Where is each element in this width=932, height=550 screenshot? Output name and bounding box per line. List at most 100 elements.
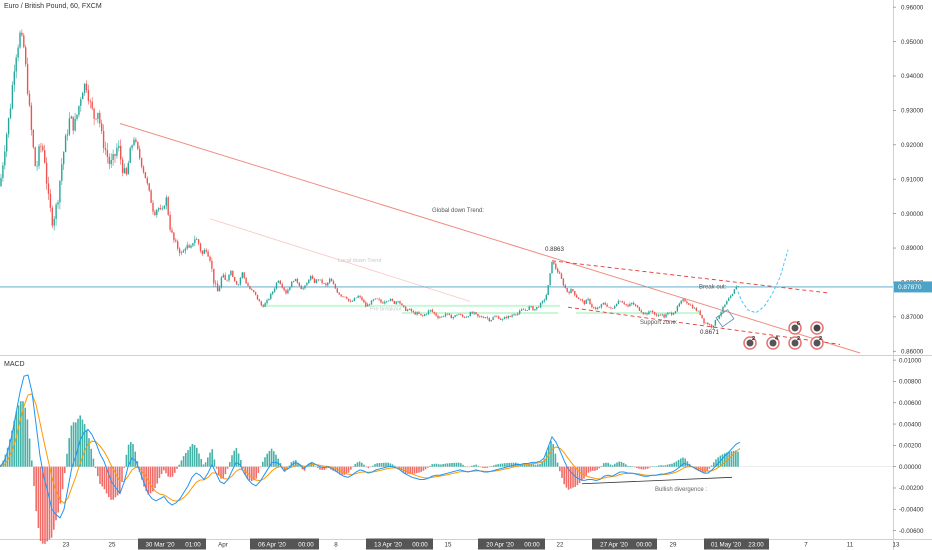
macd-histogram-bar: [319, 466, 321, 470]
support-zone: [402, 312, 558, 315]
candle-body: [180, 252, 183, 254]
event-badge[interactable]: 4: [766, 336, 780, 350]
candle-body: [443, 316, 445, 317]
candle-body: [190, 245, 192, 248]
macd-histogram-bar: [638, 466, 640, 469]
candle-body: [659, 314, 661, 316]
macd-histogram-bar: [444, 463, 447, 467]
macd-histogram-bar: [306, 466, 308, 467]
candle-body: [139, 148, 141, 159]
candle-body: [310, 276, 312, 280]
macd-histogram-bar: [207, 457, 209, 467]
candle-body: [68, 118, 71, 135]
candle-body: [422, 315, 424, 316]
macd-histogram-bar: [165, 466, 167, 474]
macd-histogram-bar: [596, 466, 598, 470]
candle-body: [695, 307, 698, 311]
candle-body: [114, 154, 116, 156]
macd-histogram-bar: [721, 454, 724, 467]
candle-body: [332, 281, 335, 285]
candle-body: [142, 166, 145, 173]
candle-body: [433, 311, 435, 314]
candle-body: [334, 284, 337, 289]
macd-histogram-bar: [163, 466, 165, 471]
macd-histogram-bar: [171, 466, 174, 477]
macd-tick-label: 0.00800: [899, 379, 922, 386]
macd-histogram-bar: [532, 464, 535, 467]
candle-body: [671, 312, 673, 315]
candle-body: [89, 101, 91, 102]
time-tick-label: 00:00: [636, 542, 652, 549]
candle-body: [492, 317, 494, 320]
macd-histogram-bar: [724, 453, 726, 467]
candle-body: [112, 154, 114, 160]
macd-histogram-bar: [407, 466, 409, 474]
candle-body: [431, 309, 433, 312]
candle-body: [549, 273, 551, 286]
candle-body: [376, 298, 378, 300]
candle-body: [705, 322, 707, 324]
candle-body: [547, 285, 549, 296]
candle-body: [477, 314, 479, 317]
candle-body: [9, 108, 12, 119]
candle-body: [44, 150, 46, 163]
candle-body: [125, 168, 128, 175]
candle-body: [418, 312, 420, 314]
candle-body: [93, 108, 95, 119]
macd-histogram-bar: [259, 466, 262, 468]
macd-histogram-bar: [11, 430, 13, 467]
candle-body: [363, 300, 365, 303]
candle-body: [519, 310, 521, 314]
candle-body: [439, 317, 441, 318]
candle-body: [23, 35, 25, 48]
candle-body: [150, 190, 152, 203]
candle-body: [106, 149, 109, 158]
candle-body: [319, 279, 321, 281]
candle-body: [245, 277, 247, 284]
candle-body: [205, 249, 207, 252]
event-badge[interactable]: 6: [788, 321, 802, 335]
macd-histogram-bar: [715, 459, 717, 467]
candle-body: [488, 318, 490, 322]
macd-histogram-bar: [365, 466, 367, 468]
candle-body: [209, 256, 211, 261]
macd-histogram-bar: [288, 465, 290, 467]
candle-body: [365, 302, 367, 307]
candle-body: [83, 83, 86, 93]
macd-histogram-bar: [295, 460, 297, 467]
macd-histogram-bar: [735, 450, 737, 467]
candle-body: [45, 162, 48, 184]
annotation-bullish-divergence: Bullish divergence :: [655, 487, 707, 493]
candle-body: [629, 304, 631, 307]
candle-body: [215, 283, 217, 284]
macd-histogram-bar: [460, 463, 462, 467]
candle-body: [378, 298, 380, 300]
annotation-support-zone: Support zone:: [640, 320, 678, 326]
event-badge[interactable]: 2: [743, 336, 757, 350]
macd-histogram-bar: [174, 466, 176, 473]
event-badge-count: 6: [797, 321, 800, 327]
candle-body: [374, 298, 376, 300]
candle-body: [587, 298, 589, 300]
macd-histogram-bar: [198, 453, 200, 467]
candle-body: [87, 90, 90, 102]
event-badge[interactable]: 2: [810, 336, 824, 350]
candle-body: [182, 250, 185, 253]
candle-body: [410, 308, 413, 312]
candle-body: [140, 158, 143, 167]
macd-histogram-bar: [554, 453, 557, 467]
event-badge[interactable]: 2: [788, 336, 802, 350]
macd-histogram-bar: [116, 466, 119, 496]
macd-histogram-bar: [561, 466, 563, 478]
macd-histogram-bar: [482, 466, 484, 468]
macd-tick-label: -0.00400: [899, 506, 924, 513]
macd-histogram-bar: [633, 466, 636, 468]
candle-body: [161, 208, 164, 210]
candle-body: [581, 299, 584, 301]
candle-body: [591, 304, 593, 308]
macd-histogram-bar: [152, 466, 154, 492]
candle-body: [110, 159, 112, 165]
time-tick-label: 22: [557, 542, 564, 549]
candle-body: [604, 302, 606, 305]
